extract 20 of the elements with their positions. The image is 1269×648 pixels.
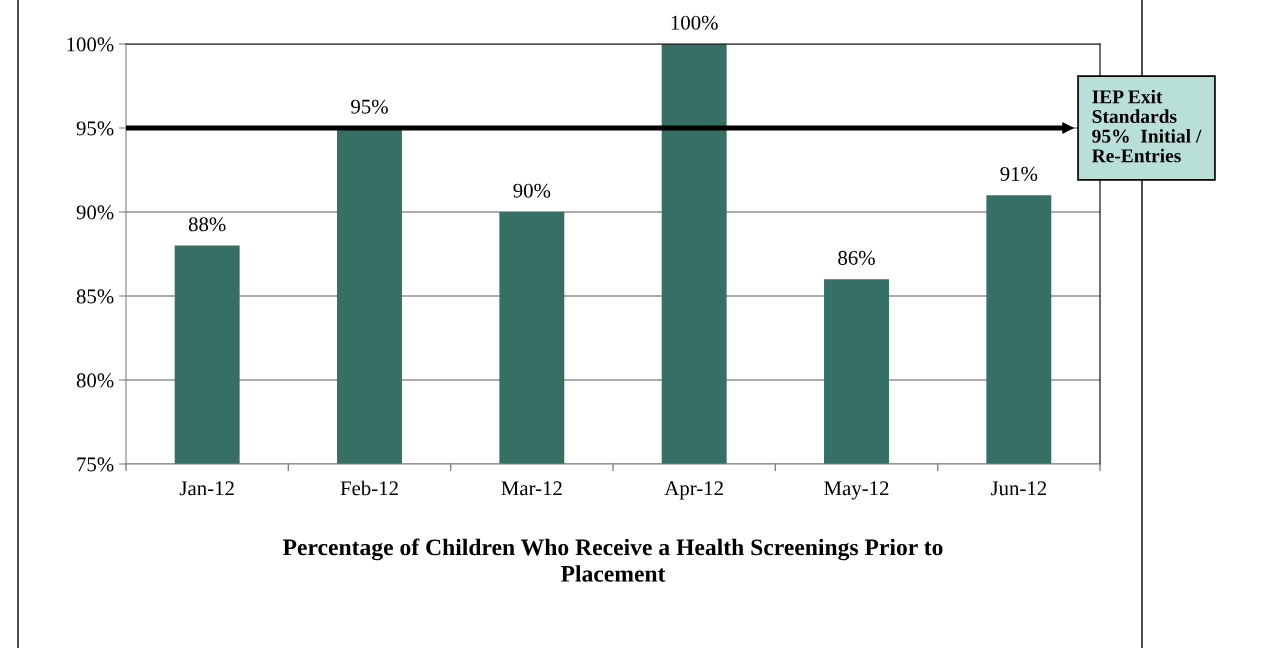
x-tick-label: Feb-12 <box>340 480 398 496</box>
data-label: 95% <box>351 99 388 114</box>
y-tick-label: 90% <box>76 205 114 220</box>
y-tick-label: 100% <box>67 37 114 52</box>
data-label: 91% <box>1000 166 1038 181</box>
data-label: 90% <box>513 183 551 198</box>
y-tick-label: 80% <box>76 373 114 388</box>
x-tick-label: Jun-12 <box>990 481 1047 496</box>
x-tick-label: Apr-12 <box>664 481 723 500</box>
data-label: 88% <box>188 217 226 232</box>
data-label: 86% <box>838 250 875 265</box>
y-tick-label: 85% <box>76 289 114 304</box>
ref-line-label: IEP Exit Standards 95% Initial / Re-Entries <box>1092 89 1202 163</box>
y-tick-label: 75% <box>77 457 114 472</box>
x-tick-label: Mar-12 <box>501 481 562 496</box>
x-tick-label: May-12 <box>824 481 889 500</box>
y-tick-label: 95% <box>76 121 114 136</box>
data-label: 100% <box>671 15 718 30</box>
x-tick-label: Jan-12 <box>179 481 234 496</box>
x-axis-title: Percentage of Children Who Receive a Health Screenings Prior to Placement <box>282 538 943 582</box>
